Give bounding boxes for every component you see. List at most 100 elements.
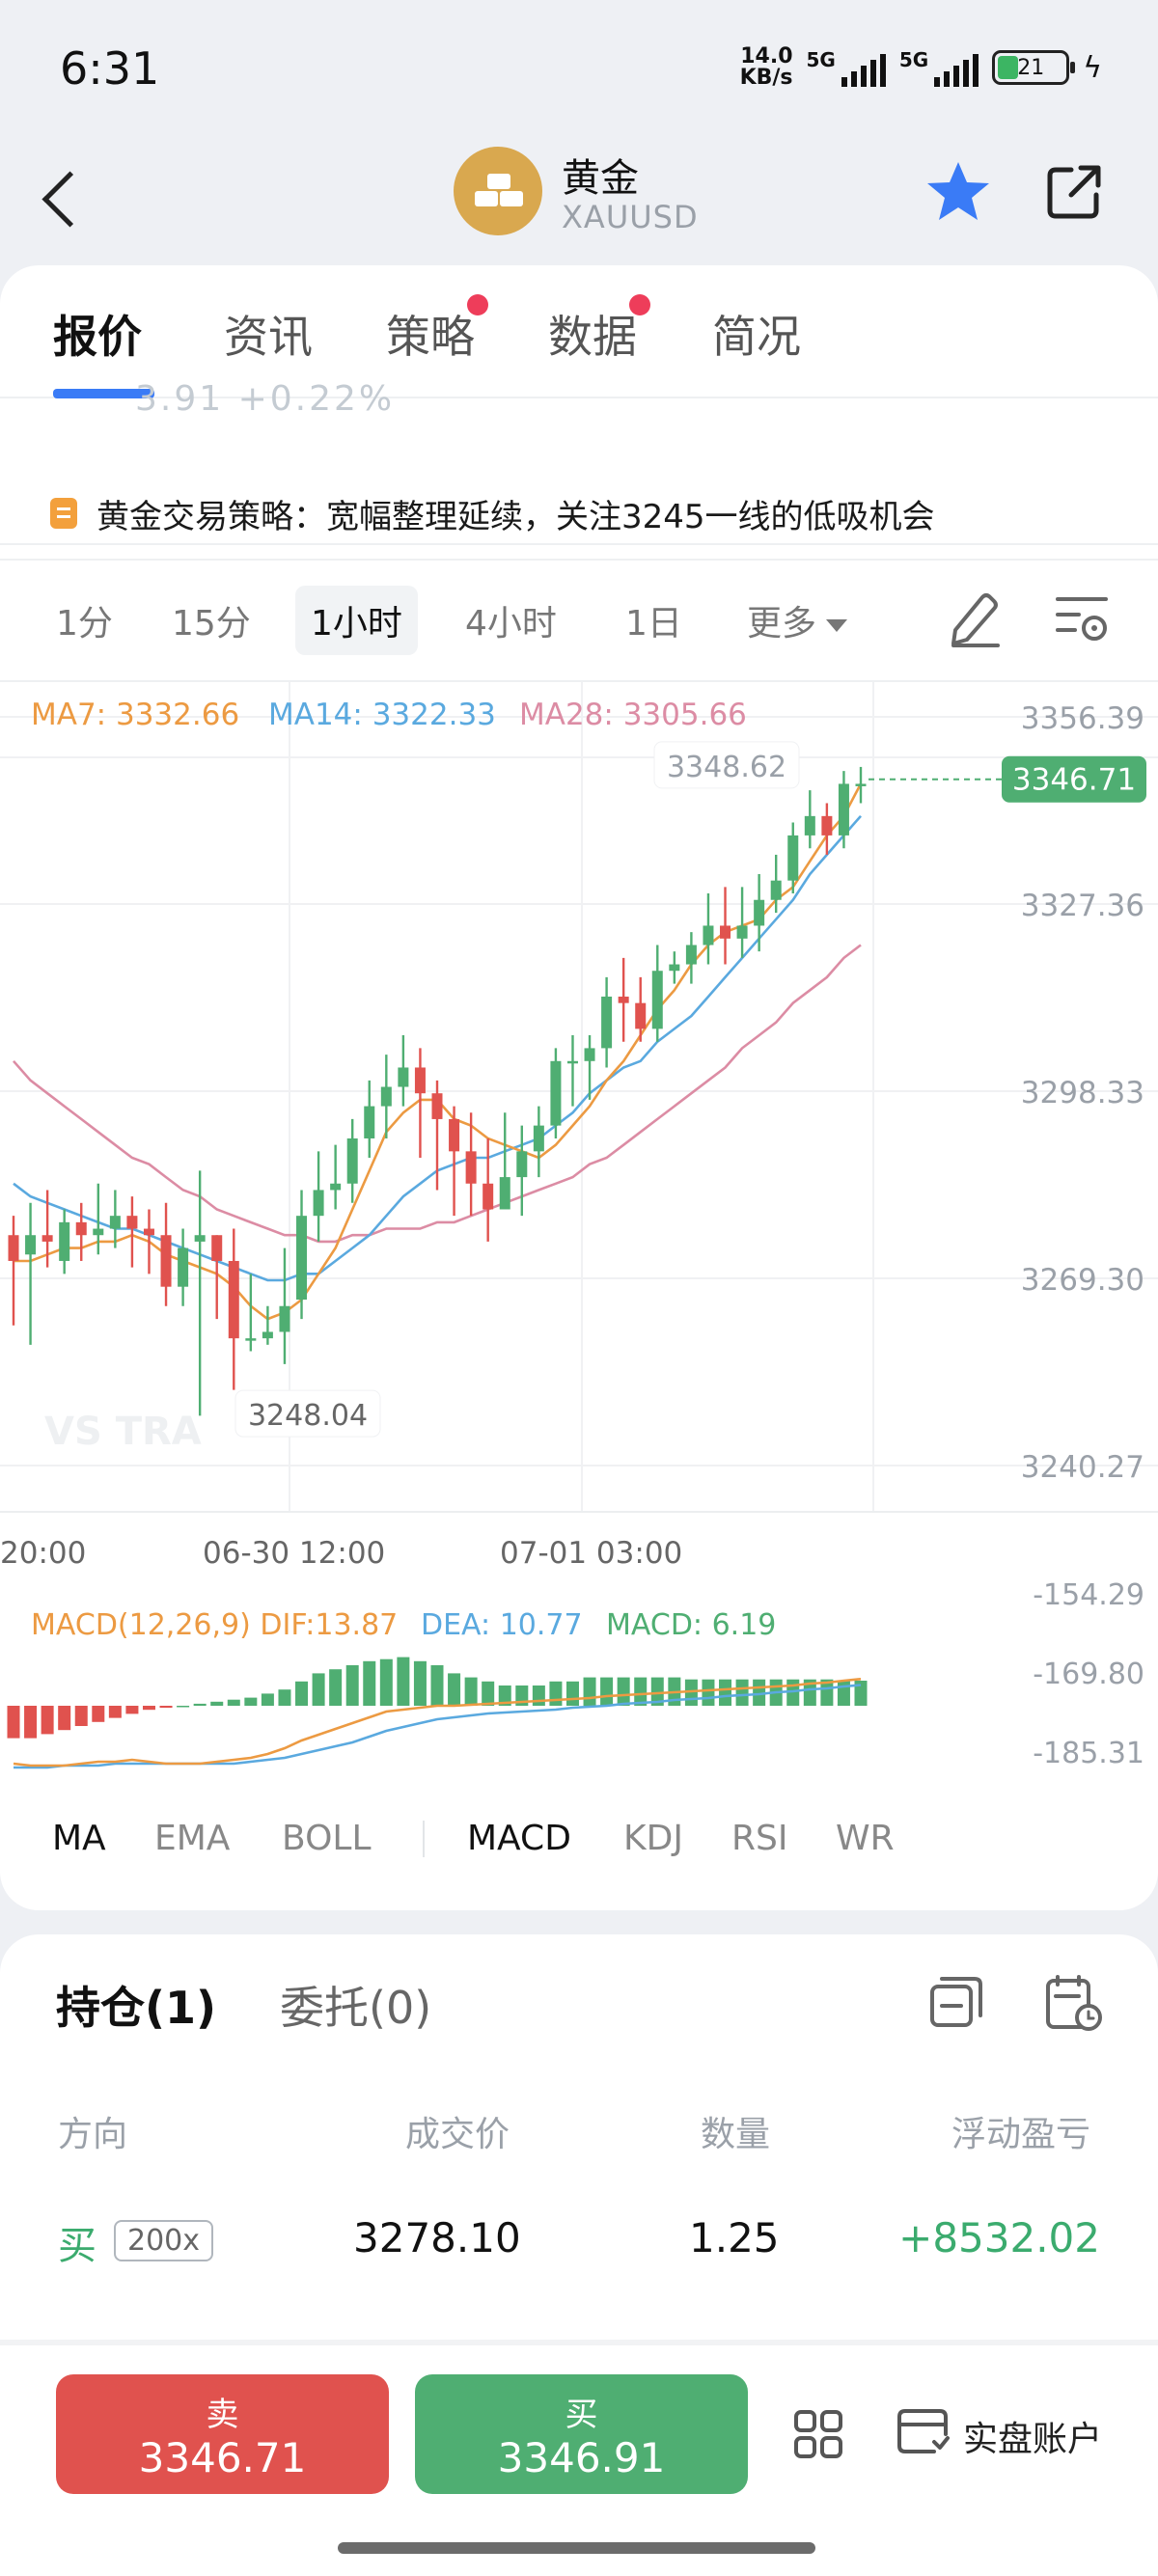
grid-menu-icon[interactable] [793,2409,843,2459]
timeframe-1m[interactable]: 1分 [56,604,113,644]
candlestick-chart[interactable]: VS TRA 3356.39 3327.36 3298.33 3269.30 3240.2… [0,682,1158,1780]
y-tick-label: 3240.27 [1021,1450,1144,1485]
tab-strategy[interactable]: 策略 [386,294,488,366]
candle-body [449,1118,460,1152]
indicator-bar: MA EMA BOLL MACD KDJ RSI WR [0,1780,1158,1910]
x-tick-label: 07-01 03:00 [500,1536,682,1571]
indicator-wr[interactable]: WR [836,1819,895,1858]
macd-histogram-bar [329,1669,343,1706]
macd-histogram-bar [193,1703,207,1706]
candle-body [499,1177,510,1210]
tab-news[interactable]: 资讯 [224,302,313,366]
battery-icon: 21 [992,50,1076,85]
indicator-macd[interactable]: MACD [467,1819,571,1858]
price-chart[interactable]: VS TRA 3356.39 3327.36 3298.33 3269.30 3240.2… [0,682,1158,1780]
buy-button[interactable]: 买 3346.91 [415,2374,748,2494]
pen-icon[interactable] [948,589,1002,647]
entry-price: 3278.10 [353,2214,521,2261]
macd-histogram-bar [41,1706,54,1735]
col-price: 成交价 [405,2115,510,2154]
share-icon[interactable] [1044,162,1104,222]
macd-histogram-bar [820,1679,834,1706]
header: 黄金 XAUUSD [0,135,1158,265]
macd-histogram-bar [24,1706,38,1739]
status-time: 6:31 [60,42,160,95]
status-bar: 6:31 14.0 KB/s 5G 5G 21 ϟ [0,0,1158,135]
history-icon[interactable] [1044,1973,1104,2033]
timeframe-1d[interactable]: 1日 [625,604,682,644]
ma14-label: MA14: 3322.33 [268,698,496,732]
net-speed: 14.0 KB/s [740,46,793,89]
floating-pnl: +8532.02 [898,2214,1100,2261]
gold-bars-icon [454,147,542,235]
dea-label: DEA: 10.77 [421,1608,583,1642]
candle-body [754,899,765,926]
timeframe-more[interactable]: 更多 [747,595,848,645]
notification-dot [629,294,650,315]
timeframe-more-label: 更多 [747,604,817,644]
macd-label: MACD(12,26,9) DIF:13.87 [31,1608,398,1642]
candle-body [838,783,849,836]
macd-histogram-bar [345,1665,359,1706]
position-qty: 1.25 [689,2214,780,2261]
tab-orders[interactable]: 委托(0) [280,1982,432,2034]
account-card-icon[interactable] [896,2407,950,2459]
tab-label: 资讯 [224,311,313,363]
charging-icon: ϟ [1083,50,1102,85]
candle-body [550,1060,562,1126]
candle-body [296,1216,308,1301]
macd-histogram-bar [142,1706,155,1711]
tab-data[interactable]: 数据 [548,294,650,366]
macd-histogram-bar [600,1677,614,1706]
macd-histogram-bar [719,1679,732,1706]
candle-body [160,1235,172,1287]
y-tick-label: 3298.33 [1021,1076,1144,1110]
candle-body [465,1151,477,1184]
macd-histogram-bar [650,1677,664,1706]
tab-label: 报价 [53,311,142,363]
indicator-boll[interactable]: BOLL [282,1819,372,1858]
ma7-line [14,782,863,1321]
candle-body [211,1235,223,1261]
macd-histogram-bar [244,1697,258,1706]
tab-positions[interactable]: 持仓(1) [56,1982,217,2034]
timeframe-4h[interactable]: 4小时 [465,604,557,644]
macd-histogram-bar [854,1681,868,1706]
macd-histogram-bar [278,1689,291,1706]
home-indicator[interactable] [338,2542,815,2554]
candle-body [194,1235,206,1242]
price-change-peek: 3.91 +0.22% [135,379,396,419]
macd-histogram-bar [210,1701,224,1706]
sell-button[interactable]: 卖 3346.71 [56,2374,389,2494]
close-all-icon[interactable] [928,1975,984,2031]
indicator-rsi[interactable]: RSI [731,1819,788,1858]
macd-histogram-bar [92,1706,105,1722]
candle-body [431,1093,443,1119]
back-button[interactable] [35,158,93,235]
tab-overview[interactable]: 简况 [712,302,801,366]
candle-body [855,783,867,786]
strategy-banner[interactable]: 黄金交易策略：宽幅整理延续，关注3245一线的低吸机会 [0,468,1158,561]
timeframe-1h[interactable]: 1小时 [295,586,418,655]
macd-histogram-bar [702,1679,715,1706]
macd-histogram-bar [565,1681,579,1706]
indicator-kdj[interactable]: KDJ [623,1819,683,1858]
macd-histogram-bar [312,1673,325,1706]
timeframe-15m[interactable]: 15分 [172,604,251,644]
candle-body [313,1190,324,1217]
macd-histogram-bar [803,1679,816,1706]
candle-body [821,815,833,836]
star-icon[interactable] [924,158,992,226]
candle-body [482,1183,494,1210]
chart-settings-icon[interactable] [1054,591,1110,645]
y-tick-label: 3327.36 [1021,889,1144,923]
candle-body [398,1067,409,1087]
candle-body [804,815,815,836]
quote-card: 报价 资讯 策略 数据 简况 3.91 +0.22% 黄金交易策略：宽幅整理延续… [0,265,1158,1910]
candle-body [25,1235,37,1255]
indicator-ma[interactable]: MA [52,1819,106,1858]
dif-line [13,1678,862,1768]
indicator-ema[interactable]: EMA [154,1819,231,1858]
tab-quote[interactable]: 报价 [53,302,142,366]
live-account-label[interactable]: 实盘账户 [963,2420,1103,2459]
